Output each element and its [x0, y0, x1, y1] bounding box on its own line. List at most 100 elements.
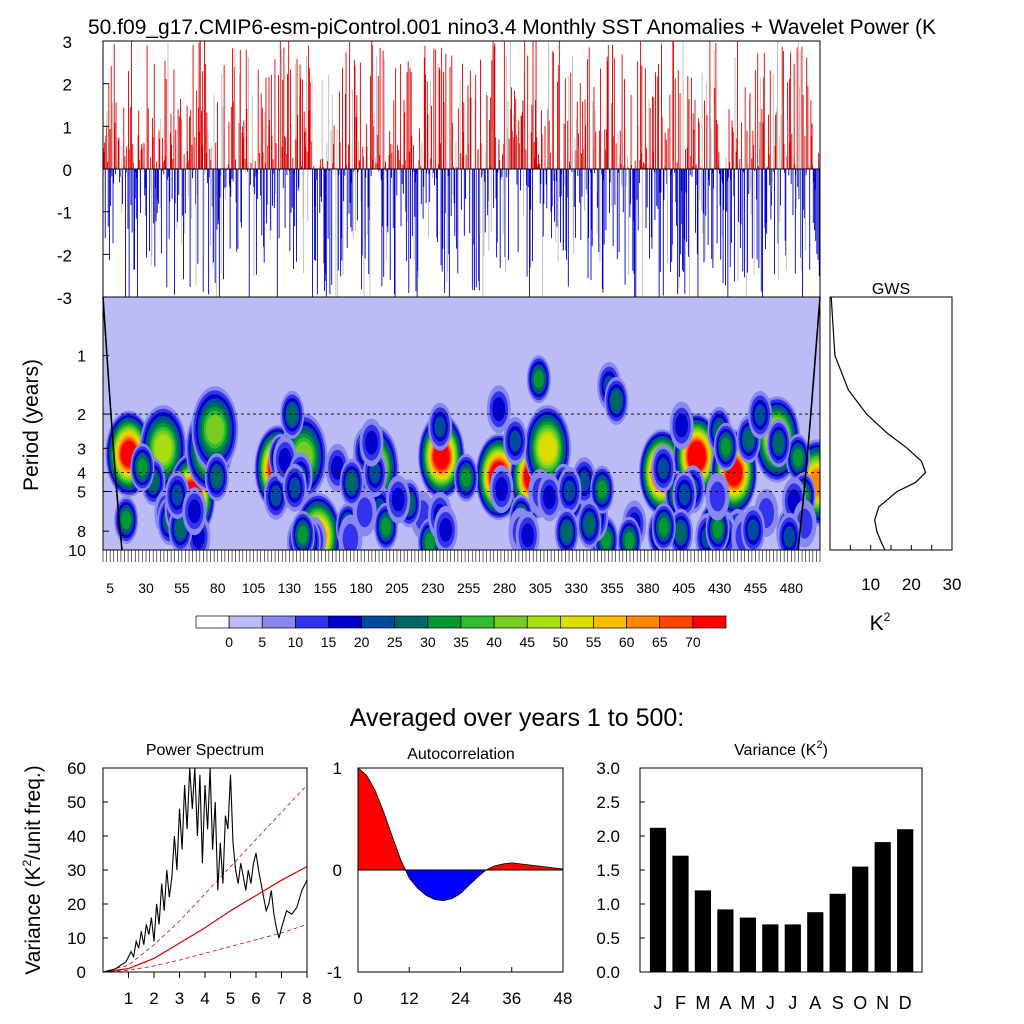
anomaly-bar: [373, 126, 374, 169]
wavelet-contour: [561, 522, 572, 542]
anomaly-bar: [669, 94, 671, 169]
anomaly-bar: [793, 63, 795, 170]
anomaly-bar: [451, 55, 453, 169]
anomaly-bar: [269, 119, 271, 169]
colorbar-swatch: [427, 615, 462, 629]
x-tick-label: 30: [138, 580, 154, 596]
anomaly-bar: [791, 133, 793, 169]
anomaly-bar: [165, 78, 167, 169]
anomaly-bar: [387, 169, 389, 233]
anomaly-bar: [286, 169, 288, 176]
wavelet-y-ticks: 1 2 3 45 8 10: [68, 349, 109, 560]
x-tick-label: 205: [385, 580, 409, 596]
anomaly-bar: [309, 82, 311, 169]
wavelet-contour: [270, 485, 282, 507]
anomaly-bar: [222, 107, 224, 169]
x-tick-label: M: [695, 993, 710, 1013]
anomaly-bar: [563, 169, 564, 251]
anomaly-bar: [529, 169, 531, 268]
wavelet-contour: [509, 430, 521, 452]
anomaly-bar: [359, 62, 361, 169]
anomaly-bar: [114, 122, 116, 169]
anomaly-bar: [704, 100, 705, 169]
anomaly-bar: [255, 169, 257, 177]
anomaly-bar: [778, 169, 780, 279]
anomaly-bar: [523, 72, 525, 169]
anomaly-bar: [134, 169, 136, 173]
anomaly-bar: [141, 144, 143, 169]
anomaly-bar: [775, 112, 777, 169]
anomaly-bar: [803, 169, 805, 219]
anomaly-bar: [242, 126, 244, 169]
anomaly-bar: [765, 169, 766, 250]
anomaly-bar: [576, 119, 578, 169]
anomaly-bar: [565, 169, 567, 251]
anomaly-bar: [679, 92, 681, 169]
anomaly-bar: [125, 169, 127, 173]
anomaly-bar: [520, 115, 522, 169]
anomaly-bar: [178, 169, 180, 195]
anomaly-bar: [583, 145, 585, 169]
anomaly-bar: [416, 169, 418, 298]
anomaly-bar: [681, 169, 683, 271]
anomaly-bar: [612, 169, 614, 247]
anomaly-bar: [111, 102, 113, 169]
anomaly-bar: [587, 169, 589, 279]
wavelet-contour: [584, 514, 595, 535]
anomaly-bar: [538, 165, 540, 169]
anomaly-bar: [543, 169, 545, 194]
anomaly-bar: [422, 169, 423, 171]
anomaly-bar: [371, 40, 373, 169]
anomaly-bar: [419, 145, 421, 169]
anomaly-bar: [325, 169, 327, 281]
anomaly-bar: [271, 135, 273, 169]
anomaly-bar: [502, 154, 504, 169]
anomaly-bar: [310, 167, 312, 169]
anomaly-bar: [730, 169, 732, 243]
x-tick-label: 5: [106, 580, 114, 596]
anomaly-bar: [676, 162, 678, 169]
anomaly-bar: [599, 169, 601, 263]
anomaly-bar: [432, 169, 434, 174]
anomaly-bar: [662, 169, 664, 296]
anomaly-bar: [583, 169, 585, 212]
anomaly-bar: [815, 169, 817, 241]
anomaly-bar: [506, 128, 508, 169]
anomaly-bar: [252, 169, 254, 188]
anomaly-bar: [385, 161, 386, 169]
anomaly-bar: [111, 169, 113, 177]
anomaly-bar: [812, 165, 814, 169]
anomaly-bar: [727, 169, 729, 178]
anomaly-bar: [236, 169, 238, 208]
anomaly-bar: [301, 79, 303, 169]
anomaly-bar: [395, 68, 397, 169]
anomaly-bar: [309, 68, 311, 169]
anomaly-bar: [632, 169, 634, 271]
anomaly-bar: [479, 169, 481, 234]
anomaly-bar: [339, 142, 341, 169]
anomaly-bar: [518, 120, 520, 169]
anomaly-bar: [447, 169, 449, 273]
anomaly-bar: [612, 44, 613, 169]
anomaly-bar: [225, 169, 227, 188]
anomaly-bar: [784, 169, 786, 241]
anomaly-bar: [646, 147, 648, 169]
anomaly-bar: [122, 169, 124, 177]
anomaly-bar: [494, 43, 496, 169]
anomaly-bar: [244, 158, 246, 169]
anomaly-bar: [634, 160, 636, 169]
colorbar-label: 0: [225, 634, 233, 650]
anomaly-bar: [695, 169, 697, 233]
anomaly-bar: [475, 169, 477, 288]
anomaly-bar: [697, 169, 699, 298]
anomaly-bar: [238, 169, 239, 240]
anomaly-bar: [808, 165, 810, 169]
averaged-title: Averaged over years 1 to 500:: [350, 704, 684, 732]
anomaly-bar: [349, 41, 351, 169]
anomaly-bar: [288, 169, 290, 172]
wavelet-contour: [461, 468, 472, 487]
anomaly-bar: [800, 169, 802, 271]
y-tick-label: 0.5: [596, 929, 620, 948]
anomaly-bar: [704, 169, 706, 261]
anomaly-bar: [256, 169, 258, 173]
